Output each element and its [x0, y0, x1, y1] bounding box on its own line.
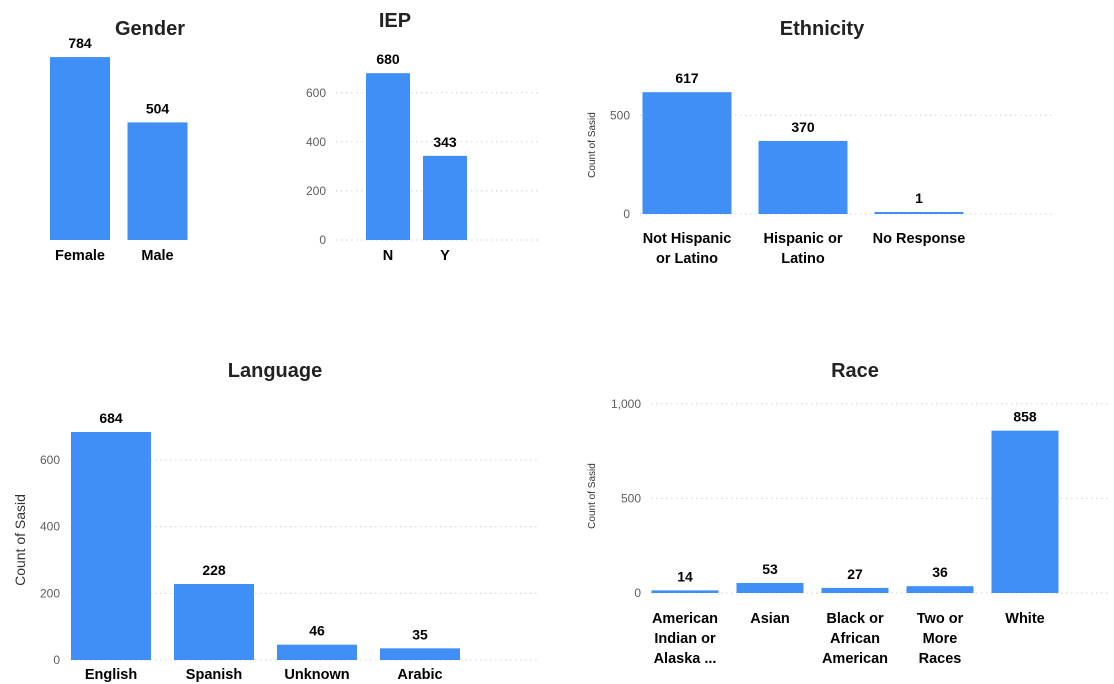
- iep-chart-svg: 0 200 400 600 680 N 343 Y: [306, 51, 540, 264]
- gender-chart-svg: 784 Female 504 Male: [50, 35, 188, 264]
- x-category-label: English: [85, 667, 137, 683]
- language-chart-svg: 0 200 400 600 Count of Sasid 684 English 228 Spa…: [12, 410, 540, 683]
- x-category-label: American Indian or Alaska ...: [652, 611, 718, 667]
- data-label: 14: [677, 568, 693, 584]
- data-label: 53: [762, 561, 778, 577]
- ethnicity-chart: Ethnicity 0 500 Count of Sasid 617 Not Hispa…: [560, 0, 1110, 290]
- data-label: 680: [376, 51, 400, 67]
- y-tick-label: 400: [40, 520, 60, 534]
- bar[interactable]: [991, 430, 1059, 593]
- bar[interactable]: [366, 73, 410, 240]
- x-category-label: Y: [440, 248, 450, 264]
- bar[interactable]: [174, 584, 254, 660]
- x-category-label: N: [383, 248, 393, 264]
- data-label: 27: [847, 566, 863, 582]
- y-tick-label: 500: [610, 108, 630, 122]
- data-label: 343: [433, 134, 457, 150]
- bar[interactable]: [277, 644, 357, 660]
- x-category-label: Spanish: [186, 667, 242, 683]
- bar[interactable]: [642, 92, 732, 214]
- x-category-label: Not Hispanic or Latino: [643, 231, 732, 267]
- x-category-label: Hispanic or Latino: [764, 231, 843, 267]
- bar[interactable]: [736, 582, 804, 593]
- data-label: 36: [932, 564, 948, 580]
- x-category-label: No Response: [873, 231, 966, 247]
- data-label: 784: [68, 35, 92, 51]
- race-chart: Race 0 500 1,000 Count of Sasid 14 American In…: [560, 340, 1114, 684]
- y-tick-label: 600: [306, 86, 326, 100]
- y-axis-title: Count of Sasid: [12, 494, 28, 586]
- x-category-label: Female: [55, 248, 105, 264]
- y-tick-label: 600: [40, 453, 60, 467]
- chart-title: Race: [831, 360, 879, 382]
- y-tick-label: 200: [306, 184, 326, 198]
- chart-title: Ethnicity: [779, 18, 865, 40]
- bar[interactable]: [821, 587, 889, 593]
- y-tick-label: 0: [623, 207, 630, 221]
- data-label: 35: [412, 626, 428, 642]
- data-label: 370: [791, 119, 815, 135]
- data-label: 46: [309, 623, 325, 639]
- language-chart: Language 0 200 400 600 Count of Sasid 684 Engl…: [0, 340, 560, 684]
- bar[interactable]: [758, 140, 848, 214]
- x-category-label: Asian: [750, 611, 790, 627]
- x-category-label: Two or More Races: [917, 611, 964, 667]
- race-chart-svg: 0 500 1,000 Count of Sasid 14 American Indian …: [587, 397, 1110, 667]
- y-tick-label: 1,000: [611, 397, 641, 411]
- data-label: 504: [146, 100, 170, 116]
- bar[interactable]: [874, 212, 964, 214]
- bar[interactable]: [50, 57, 110, 240]
- bar[interactable]: [651, 590, 719, 593]
- data-label: 858: [1013, 409, 1037, 425]
- iep-chart: IEP 0 200 400 600 680 N 343 Y: [280, 0, 550, 280]
- data-label: 1: [915, 190, 923, 206]
- y-tick-label: 0: [634, 586, 641, 600]
- y-tick-label: 500: [621, 491, 641, 505]
- gender-chart: Gender 784 Female 504 Male: [0, 0, 300, 280]
- y-axis-title: Count of Sasid: [587, 112, 598, 178]
- bar[interactable]: [127, 122, 188, 240]
- x-category-label: Arabic: [397, 667, 442, 683]
- x-category-label: Black or African American: [822, 611, 888, 667]
- y-tick-label: 200: [40, 586, 60, 600]
- data-label: 684: [99, 410, 123, 426]
- bar[interactable]: [71, 432, 151, 660]
- x-category-label: Unknown: [284, 667, 349, 683]
- chart-title: IEP: [378, 10, 412, 32]
- x-category-label: White: [1005, 611, 1044, 627]
- bar[interactable]: [906, 586, 974, 593]
- bar[interactable]: [380, 648, 460, 660]
- x-category-label: Male: [141, 248, 173, 264]
- chart-title: Gender: [114, 18, 186, 40]
- y-axis-title: Count of Sasid: [587, 463, 598, 529]
- chart-title: Language: [227, 360, 323, 382]
- y-tick-label: 0: [319, 233, 326, 247]
- ethnicity-chart-svg: 0 500 Count of Sasid 617 Not Hispanic or Lati…: [587, 70, 1055, 267]
- y-tick-label: 400: [306, 135, 326, 149]
- bar[interactable]: [423, 155, 467, 240]
- data-label: 228: [202, 562, 226, 578]
- data-label: 617: [675, 70, 699, 86]
- y-tick-label: 0: [53, 653, 60, 667]
